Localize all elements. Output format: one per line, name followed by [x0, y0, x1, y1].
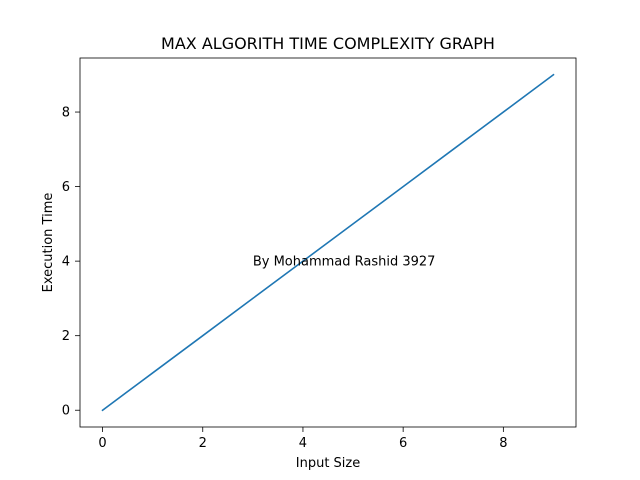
x-tick-label: 4 — [299, 436, 307, 451]
y-tick-label: 8 — [62, 106, 70, 121]
x-tick-label: 2 — [199, 436, 207, 451]
x-tick-label: 8 — [499, 436, 507, 451]
y-tick-label: 0 — [62, 404, 70, 419]
y-tick-label: 6 — [62, 180, 70, 195]
series-line-0 — [101, 73, 555, 412]
y-tick-label: 4 — [62, 255, 70, 270]
x-tick-label: 6 — [399, 436, 407, 451]
annotation-label: By Mohammad Rashid 3927 — [253, 255, 436, 270]
y-axis-label: Execution Time — [41, 193, 56, 293]
y-axis-ticks: 0 2 4 6 8 — [62, 106, 80, 419]
series-layer — [101, 73, 555, 412]
y-tick-label: 2 — [62, 329, 70, 344]
x-axis-label: Input Size — [296, 456, 360, 471]
x-axis-ticks: 0 2 4 6 8 — [98, 427, 507, 451]
chart-title: MAX ALGORITH TIME COMPLEXITY GRAPH — [161, 34, 495, 53]
x-tick-label: 0 — [98, 436, 106, 451]
